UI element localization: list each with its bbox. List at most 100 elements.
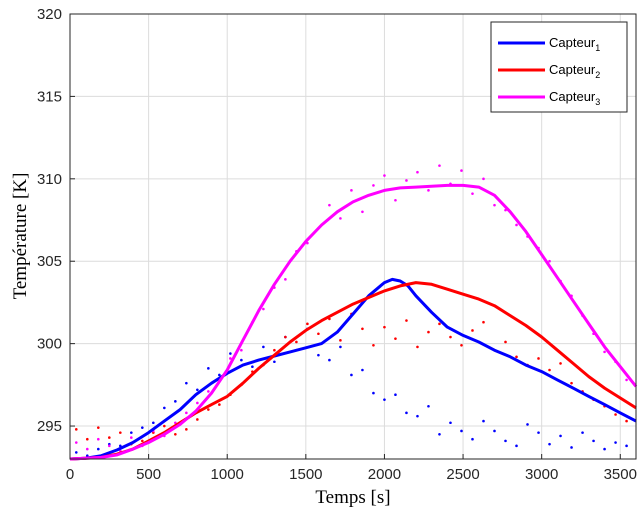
scatter-point-capteur-2 bbox=[559, 362, 562, 365]
scatter-point-capteur-1 bbox=[207, 367, 210, 370]
series-line-capteur-3 bbox=[69, 183, 638, 461]
scatter-point-capteur-1 bbox=[603, 447, 606, 451]
legend: Capteur1 Capteur2 Capteur3 bbox=[490, 21, 628, 113]
y-tick-label: 320 bbox=[37, 6, 62, 23]
scatter-point-capteur-3 bbox=[108, 444, 111, 448]
scatter-point-capteur-1 bbox=[372, 391, 375, 395]
scatter-point-capteur-1 bbox=[196, 388, 199, 392]
scatter-point-capteur-3 bbox=[383, 174, 386, 177]
scatter-point-capteur-1 bbox=[174, 400, 177, 403]
series-line-capteur-1 bbox=[69, 277, 637, 461]
legend-label-capteur-1: Capteur1 bbox=[549, 35, 600, 53]
scatter-point-capteur-1 bbox=[614, 441, 617, 444]
scatter-point-capteur-3 bbox=[482, 177, 485, 181]
scatter-point-capteur-1 bbox=[350, 373, 353, 377]
scatter-point-capteur-1 bbox=[548, 442, 551, 446]
scatter-point-capteur-3 bbox=[207, 390, 210, 393]
scatter-point-capteur-2 bbox=[482, 320, 485, 324]
scatter-point-capteur-2 bbox=[185, 428, 188, 431]
scatter-point-capteur-2 bbox=[383, 325, 386, 329]
scatter-point-capteur-2 bbox=[207, 408, 210, 411]
scatter-point-capteur-2 bbox=[504, 340, 507, 344]
scatter-point-capteur-1 bbox=[273, 360, 276, 364]
scatter-point-capteur-3 bbox=[394, 198, 397, 202]
scatter-point-capteur-1 bbox=[482, 419, 485, 423]
x-tick-label: 3000 bbox=[525, 466, 558, 483]
scatter-point-capteur-3 bbox=[196, 401, 199, 405]
scatter-point-capteur-2 bbox=[405, 319, 408, 322]
x-axis-ticks: 0 500 1000 1500 2000 2500 3000 3500 bbox=[66, 454, 637, 483]
scatter-point-capteur-1 bbox=[405, 411, 408, 415]
scatter-point-capteur-2 bbox=[119, 431, 122, 434]
scatter-point-capteur-2 bbox=[163, 424, 166, 428]
scatter-point-capteur-2 bbox=[174, 432, 177, 436]
scatter-point-capteur-2 bbox=[317, 332, 320, 336]
scatter-point-capteur-1 bbox=[592, 439, 595, 443]
scatter-point-capteur-2 bbox=[108, 436, 111, 439]
scatter-point-capteur-3 bbox=[130, 436, 133, 439]
y-tick-label: 310 bbox=[37, 171, 62, 188]
y-tick-label: 315 bbox=[37, 88, 62, 105]
scatter-point-capteur-1 bbox=[471, 437, 474, 441]
scatter-point-capteur-1 bbox=[570, 446, 573, 449]
scatter-point-capteur-3 bbox=[97, 437, 100, 441]
scatter-point-capteur-3 bbox=[262, 307, 265, 311]
scatter-point-capteur-1 bbox=[581, 431, 584, 434]
scatter-point-capteur-3 bbox=[460, 169, 463, 172]
scatter-point-capteur-2 bbox=[570, 381, 573, 385]
scatter-point-capteur-3 bbox=[438, 164, 441, 167]
scatter-point-capteur-3 bbox=[174, 421, 177, 425]
scatter-point-capteur-1 bbox=[625, 444, 628, 448]
scatter-point-capteur-1 bbox=[218, 373, 221, 377]
scatter-point-capteur-1 bbox=[339, 345, 342, 349]
scatter-point-capteur-1 bbox=[559, 434, 562, 438]
x-tick-label: 2000 bbox=[368, 466, 401, 483]
scatter-point-capteur-2 bbox=[372, 343, 375, 347]
scatter-point-capteur-2 bbox=[427, 330, 430, 334]
scatter-point-capteur-1 bbox=[438, 432, 441, 436]
scatter-point-capteur-1 bbox=[317, 353, 320, 357]
scatter-point-capteur-1 bbox=[74, 451, 78, 454]
scatter-point-capteur-1 bbox=[427, 404, 430, 408]
scatter-point-capteur-1 bbox=[229, 352, 232, 355]
scatter-point-capteur-1 bbox=[262, 345, 265, 349]
scatter-point-capteur-1 bbox=[460, 429, 463, 433]
scatter-point-capteur-2 bbox=[273, 348, 276, 352]
scatter-point-capteur-2 bbox=[449, 335, 452, 339]
scatter-point-capteur-3 bbox=[427, 189, 430, 192]
scatter-point-capteur-3 bbox=[240, 348, 243, 352]
x-tick-label: 500 bbox=[136, 466, 161, 483]
scatter-point-capteur-3 bbox=[515, 223, 518, 227]
scatter-point-capteur-1 bbox=[163, 406, 166, 410]
y-tick-label: 295 bbox=[37, 418, 62, 435]
scatter-point-capteur-3 bbox=[405, 179, 408, 182]
scatter-point-capteur-2 bbox=[85, 437, 89, 441]
scatter-point-capteur-2 bbox=[196, 418, 199, 421]
scatter-point-capteur-2 bbox=[74, 428, 78, 431]
plot-frame bbox=[69, 13, 637, 460]
legend-label-capteur-3: Capteur3 bbox=[549, 89, 600, 107]
scatter-point-capteur-3 bbox=[284, 278, 287, 281]
scatter-point-capteur-1 bbox=[97, 447, 100, 451]
series-lines bbox=[69, 183, 638, 461]
scatter-point-capteur-3 bbox=[416, 170, 419, 174]
scatter-point-capteur-2 bbox=[284, 335, 287, 339]
scatter-point-capteur-2 bbox=[625, 419, 628, 423]
x-tick-label: 1500 bbox=[289, 466, 322, 483]
scatter-point-capteur-3 bbox=[603, 350, 606, 354]
scatter-point-capteur-1 bbox=[251, 365, 254, 369]
scatter-point-capteur-2 bbox=[614, 413, 617, 416]
y-tick-label: 305 bbox=[37, 253, 62, 270]
legend-label-capteur-2: Capteur2 bbox=[549, 62, 600, 80]
y-axis-title: Température [K] bbox=[10, 173, 31, 300]
scatter-point-capteur-1 bbox=[383, 398, 386, 401]
scatter-point-capteur-2 bbox=[471, 329, 474, 332]
scatter-point-capteur-3 bbox=[471, 192, 474, 195]
scatter-point-capteur-3 bbox=[74, 441, 78, 444]
x-tick-label: 0 bbox=[66, 466, 74, 483]
scatter-point-capteur-1 bbox=[504, 439, 507, 443]
scatter-point-capteur-1 bbox=[141, 426, 144, 429]
x-tick-label: 1000 bbox=[211, 466, 244, 483]
scatter-point-capteur-3 bbox=[548, 259, 551, 263]
